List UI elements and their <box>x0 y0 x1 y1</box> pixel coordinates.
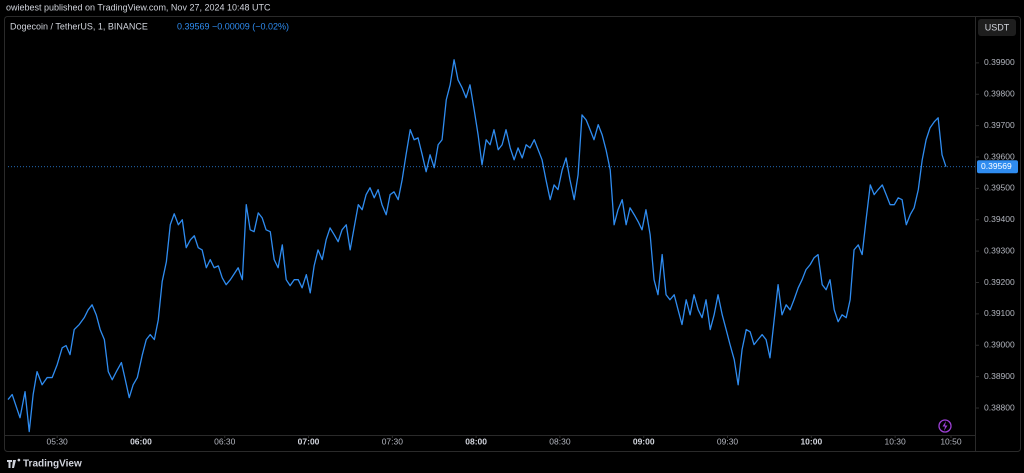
y-tick-label: 0.39300 <box>984 245 1015 255</box>
x-tick-label: 06:00 <box>130 436 152 446</box>
currency[interactable]: USDT <box>985 22 1010 32</box>
y-tick-label: 0.39800 <box>984 88 1015 98</box>
last-price-box <box>977 160 1018 174</box>
publisher-header: owiebest published on TradingView.com, N… <box>6 2 271 12</box>
x-tick-label: 08:00 <box>465 436 487 446</box>
alert-icon[interactable] <box>938 419 952 433</box>
x-tick-label: 07:30 <box>382 436 404 446</box>
y-tick-label: 0.39600 <box>984 151 1015 161</box>
price-change: −0.00009 (−0.02%) <box>212 21 289 31</box>
x-tick-label: 09:00 <box>633 436 655 446</box>
chart-panel <box>4 16 1021 452</box>
price-line <box>7 59 947 433</box>
x-tick-label: 07:00 <box>298 436 320 446</box>
footer-brand: TradingView <box>23 459 82 470</box>
x-tick-label: 05:30 <box>47 436 69 446</box>
y-tick-label: 0.39400 <box>984 214 1015 224</box>
y-tick-label: 0.39200 <box>984 277 1015 287</box>
y-tick-label: 0.39900 <box>984 57 1015 67</box>
alert-bolt <box>942 421 948 431</box>
y-tick-label: 0.39700 <box>984 120 1015 130</box>
x-tick-label: 10:50 <box>940 436 962 446</box>
y-tick-label: 0.38900 <box>984 371 1015 381</box>
y-tick-label: 0.39100 <box>984 308 1015 318</box>
last-price: 0.39569 <box>177 21 210 31</box>
x-tick-label: 10:00 <box>800 436 822 446</box>
y-tick-label: 0.39500 <box>984 183 1015 193</box>
x-tick-label: 10:30 <box>884 436 906 446</box>
tradingview-logo <box>7 458 21 468</box>
currency-box[interactable] <box>978 19 1016 36</box>
y-tick-label: 0.39000 <box>984 340 1015 350</box>
x-tick-label: 06:30 <box>214 436 236 446</box>
x-tick-label: 08:30 <box>549 436 571 446</box>
x-tick-label: 09:30 <box>717 436 739 446</box>
y-tick-label: 0.38800 <box>984 402 1015 412</box>
last-price-label: 0.39569 <box>981 161 1012 171</box>
symbol-title: Dogecoin / TetherUS, 1, BINANCE <box>10 21 148 31</box>
